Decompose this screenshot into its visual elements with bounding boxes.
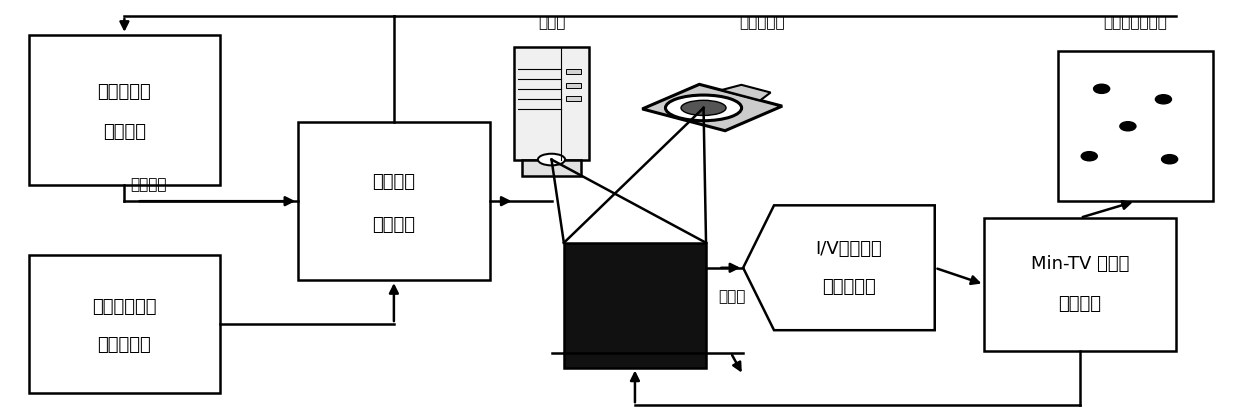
- Text: 待测样品能效图: 待测样品能效图: [1104, 15, 1167, 30]
- Polygon shape: [743, 205, 934, 330]
- Ellipse shape: [1162, 155, 1177, 164]
- Bar: [1058, 52, 1213, 201]
- Bar: [28, 35, 221, 184]
- Polygon shape: [721, 85, 771, 101]
- Bar: [566, 69, 581, 74]
- Bar: [299, 122, 489, 280]
- Text: Min-TV 电流图: Min-TV 电流图: [1031, 256, 1129, 274]
- Bar: [522, 160, 581, 176]
- Text: 可见光相机: 可见光相机: [738, 15, 784, 30]
- Bar: [984, 218, 1176, 351]
- Ellipse shape: [538, 154, 565, 166]
- Text: 总电流: 总电流: [719, 290, 746, 305]
- Polygon shape: [642, 84, 782, 131]
- Text: 栅极线特征: 栅极线特征: [98, 83, 151, 101]
- Ellipse shape: [1156, 95, 1171, 104]
- Text: I/V变换器及: I/V变换器及: [815, 240, 882, 258]
- Ellipse shape: [1120, 122, 1136, 131]
- Bar: [566, 83, 581, 88]
- Text: 重构模块: 重构模块: [1058, 295, 1101, 313]
- Text: 感光区域: 感光区域: [130, 177, 167, 192]
- Text: 投影机: 投影机: [538, 15, 565, 30]
- Ellipse shape: [1094, 84, 1110, 93]
- Bar: [566, 96, 581, 101]
- Ellipse shape: [1082, 152, 1098, 161]
- Ellipse shape: [665, 95, 742, 121]
- Text: 模数转换器: 模数转换器: [821, 277, 876, 295]
- Text: 生成模块: 生成模块: [373, 216, 415, 234]
- Text: 提取模块: 提取模块: [103, 123, 146, 141]
- Bar: [28, 255, 221, 393]
- Ellipse shape: [681, 100, 726, 116]
- Bar: [564, 243, 706, 367]
- Bar: [514, 47, 589, 160]
- Text: 投影图样: 投影图样: [373, 173, 415, 191]
- Text: 样生成模块: 样生成模块: [98, 336, 151, 354]
- Text: 伯努利随机图: 伯努利随机图: [92, 298, 156, 316]
